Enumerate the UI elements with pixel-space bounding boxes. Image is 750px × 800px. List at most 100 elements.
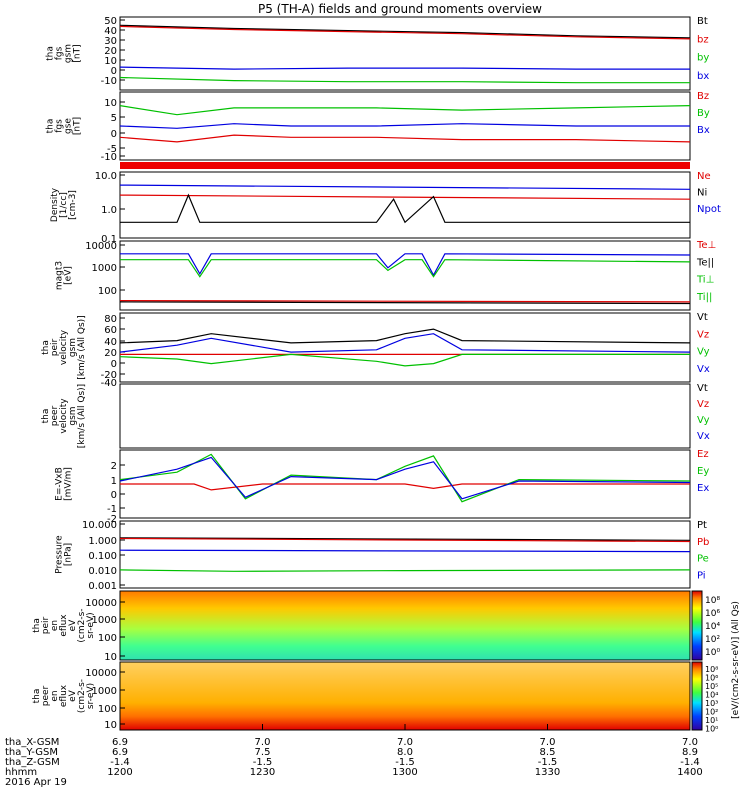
axis-label: gsm: [68, 406, 78, 425]
colorbar-tick-label: 10⁰: [705, 725, 718, 734]
panel-frame: [119, 520, 691, 589]
tick-label: -10: [101, 152, 117, 163]
legend-entry: Vy: [697, 347, 710, 358]
colorbar-tick-label: 10⁴: [705, 622, 720, 632]
series-line-Te||: [119, 301, 691, 305]
tick-label: 1000: [92, 263, 117, 274]
series-line-Bt: [119, 24, 691, 39]
tick-label: 100: [98, 286, 117, 297]
legend-entry: by: [697, 53, 709, 64]
tick-label: 0: [111, 359, 117, 370]
legend-entry: Vy: [697, 415, 710, 426]
series-line-Ex: [119, 456, 691, 500]
series-line-Te⊥: [119, 300, 691, 303]
legend-entry: bx: [697, 71, 709, 82]
tick-label: 1000: [92, 615, 117, 626]
tick-label: 20: [104, 46, 117, 57]
legend-entry: Bz: [697, 91, 709, 102]
time-axis-value: 8.9: [682, 747, 698, 758]
time-axis-row-label: tha_X-GSM: [5, 737, 59, 748]
colorbar-tick-label: 10¹: [705, 716, 718, 725]
time-axis-row-label: tha_Y-GSM: [5, 747, 58, 758]
axis-label: [mV/m]: [64, 467, 74, 501]
tick-label: 1.0: [101, 205, 117, 216]
axis-label: tha: [32, 618, 42, 633]
axis-label: eV: [68, 619, 78, 632]
legend-entry: Ne: [697, 171, 711, 182]
tick-label: 0.010: [88, 566, 117, 577]
legend-entry: By: [697, 108, 710, 119]
series-line-Ey: [119, 453, 691, 503]
legend-entry: Vz: [697, 329, 709, 340]
axis-label: sr-eV): [86, 683, 96, 709]
legend-entry: Ti||: [696, 292, 712, 303]
tick-label: 0.1: [101, 234, 117, 245]
legend-entry: Ni: [697, 188, 707, 199]
series-line-bx: [119, 66, 690, 70]
legend-entry: Npot: [697, 204, 721, 215]
series-line-by: [119, 76, 690, 84]
series-line-Ez: [120, 483, 690, 491]
axis-label: fgs: [55, 46, 65, 60]
colorbar-title: [eV/(cm2-s-sr-eV)] (All Qs): [731, 601, 741, 719]
tick-label: 10000: [85, 668, 117, 679]
axis-label: [1/cc]: [59, 192, 69, 218]
electron-spectrogram: [120, 662, 690, 730]
legend-entry: Ti⊥: [696, 275, 714, 286]
series-line-Ti⊥: [120, 253, 691, 277]
tick-label: 80: [104, 314, 117, 325]
tick-label: 10000: [85, 241, 117, 252]
tick-label: 0: [111, 129, 117, 140]
axis-label: tha: [41, 409, 51, 424]
series-line-Pi: [119, 549, 691, 553]
axis-label: Pressure: [55, 535, 65, 574]
time-axis-value: 1230: [250, 767, 275, 778]
axis-label: (cm2-s-: [77, 679, 87, 713]
axis-label: velocity: [59, 398, 69, 434]
time-axis-value: 1300: [392, 767, 417, 778]
legend-entry: Pi: [697, 570, 706, 581]
series-line-By: [119, 105, 691, 116]
axis-label: sr-eV): [86, 612, 96, 638]
legend-entry: Ex: [697, 483, 709, 494]
legend-entry: Ey: [697, 466, 709, 477]
series-line-Ni: [120, 193, 690, 224]
legend-entry: Bt: [697, 16, 708, 27]
tick-label: 10: [104, 98, 117, 109]
colorbar-tick-label: 10⁸: [705, 596, 720, 606]
tick-label: 10000: [85, 598, 117, 609]
axis-label: [eV]: [64, 266, 74, 285]
series-line-Ne: [119, 194, 691, 200]
axis-label: [cm-3]: [68, 190, 78, 220]
axis-label: gsm: [68, 338, 78, 357]
legend-entry: Vz: [697, 399, 709, 410]
legend-entry: Vx: [697, 364, 710, 375]
panel-frame: [119, 240, 691, 311]
tick-label: 20: [104, 348, 117, 359]
time-axis-value: -1.5: [253, 757, 273, 768]
series-line-Pe: [119, 569, 691, 572]
colorbar-tick-label: 10³: [705, 699, 718, 708]
colorbar-tick-label: 10⁶: [705, 674, 718, 683]
series-line-Bx: [119, 123, 690, 129]
axis-label: peer: [41, 685, 51, 706]
legend-entry: Pe: [697, 554, 709, 565]
tick-label: 0.001: [88, 581, 117, 592]
colorbar-tick-label: 10²: [705, 635, 720, 645]
tick-label: 10: [104, 720, 117, 731]
tick-label: -40: [101, 378, 117, 389]
axis-label: fgs: [55, 119, 65, 133]
ion-colorbar: [691, 590, 703, 661]
time-axis-value: 8.5: [540, 747, 556, 758]
axis-label: peer: [50, 405, 60, 426]
time-axis-value: 1200: [107, 767, 132, 778]
colorbar-tick-label: 10⁶: [705, 609, 720, 619]
series-line-Bz: [119, 134, 691, 143]
electron-colorbar: [691, 661, 703, 731]
ion-spectrogram: [120, 591, 690, 660]
axis-label: [nT]: [73, 44, 83, 62]
legend-entry: Vx: [697, 431, 710, 442]
tick-label: 0: [111, 490, 117, 501]
